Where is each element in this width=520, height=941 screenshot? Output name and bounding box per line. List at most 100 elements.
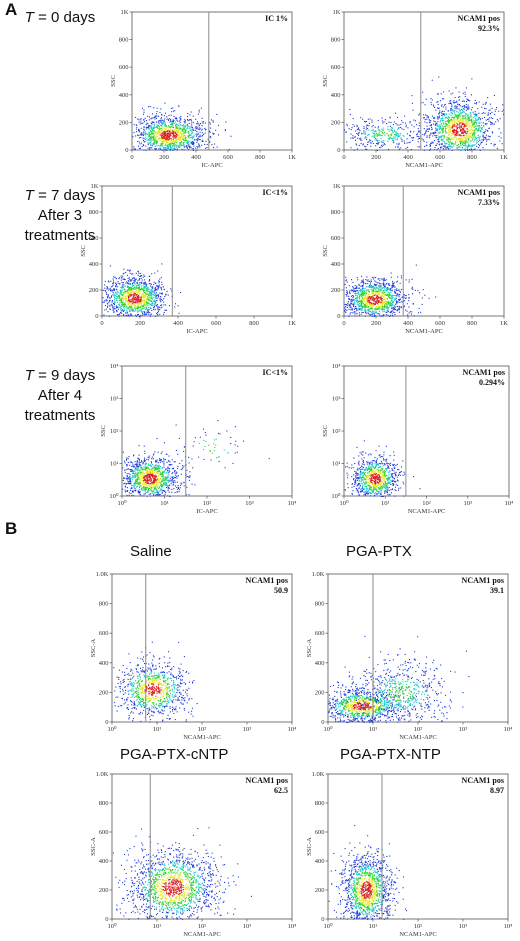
event-point bbox=[139, 315, 141, 317]
event-point bbox=[440, 118, 442, 120]
event-point bbox=[164, 133, 166, 135]
event-point bbox=[356, 144, 358, 146]
event-point bbox=[484, 137, 486, 139]
x-tick-label: 0 bbox=[342, 154, 345, 161]
event-point bbox=[353, 306, 355, 308]
event-point bbox=[167, 148, 169, 150]
event-point bbox=[129, 286, 131, 288]
event-point bbox=[138, 307, 140, 309]
event-point bbox=[473, 117, 475, 119]
event-point bbox=[429, 144, 431, 146]
event-point bbox=[114, 302, 116, 304]
event-point bbox=[157, 306, 159, 308]
event-point bbox=[461, 112, 463, 114]
event-point bbox=[366, 304, 368, 306]
event-point bbox=[488, 127, 490, 129]
gate-value: 92.3% bbox=[478, 24, 500, 33]
event-point bbox=[362, 292, 364, 294]
event-point bbox=[120, 275, 122, 277]
event-point bbox=[192, 127, 194, 129]
event-point bbox=[426, 136, 428, 138]
event-point bbox=[107, 303, 109, 305]
event-point bbox=[428, 128, 430, 130]
event-point bbox=[153, 133, 155, 135]
event-point bbox=[162, 121, 164, 123]
event-point bbox=[179, 139, 181, 141]
event-point bbox=[182, 124, 184, 126]
event-point bbox=[357, 302, 359, 304]
event-point bbox=[362, 312, 364, 314]
event-point bbox=[166, 140, 168, 142]
event-point bbox=[169, 133, 171, 135]
y-tick-label: 1K bbox=[333, 183, 341, 190]
event-point bbox=[349, 293, 351, 295]
event-point bbox=[383, 289, 385, 291]
event-point bbox=[462, 117, 464, 119]
event-point bbox=[143, 118, 145, 120]
event-point bbox=[167, 294, 169, 296]
event-point bbox=[175, 135, 177, 137]
event-point bbox=[464, 113, 466, 115]
event-point bbox=[368, 122, 370, 124]
event-point bbox=[152, 291, 154, 293]
event-point bbox=[448, 148, 450, 150]
event-point bbox=[132, 136, 134, 138]
event-point bbox=[474, 128, 476, 130]
event-point bbox=[209, 131, 211, 133]
event-point bbox=[447, 121, 449, 123]
event-point bbox=[381, 303, 383, 305]
event-point bbox=[218, 134, 220, 136]
event-point bbox=[408, 297, 410, 299]
event-point bbox=[150, 138, 152, 140]
event-point bbox=[379, 290, 381, 292]
event-point bbox=[150, 118, 152, 120]
event-point bbox=[490, 143, 492, 145]
event-point bbox=[372, 131, 374, 133]
event-point bbox=[452, 116, 454, 118]
event-point bbox=[383, 121, 385, 123]
event-point bbox=[116, 306, 118, 308]
event-point bbox=[449, 103, 451, 105]
event-point bbox=[461, 108, 463, 110]
event-point bbox=[495, 121, 497, 123]
event-point bbox=[207, 138, 209, 140]
event-point bbox=[386, 295, 388, 297]
event-point bbox=[173, 132, 175, 134]
event-point bbox=[399, 290, 401, 292]
event-point bbox=[360, 282, 362, 284]
event-point bbox=[366, 124, 368, 126]
event-point bbox=[204, 132, 206, 134]
event-point bbox=[468, 138, 470, 140]
event-point bbox=[184, 140, 186, 142]
event-point bbox=[208, 131, 210, 133]
event-point bbox=[381, 132, 383, 134]
event-point bbox=[117, 295, 119, 297]
event-point bbox=[403, 305, 405, 307]
event-point bbox=[465, 109, 467, 111]
event-point bbox=[440, 123, 442, 125]
event-point bbox=[462, 92, 464, 94]
event-point bbox=[352, 124, 354, 126]
event-point bbox=[469, 126, 471, 128]
event-point bbox=[361, 294, 363, 296]
event-point bbox=[457, 134, 459, 136]
event-point bbox=[145, 293, 147, 295]
event-point bbox=[389, 304, 391, 306]
event-point bbox=[162, 122, 164, 124]
event-point bbox=[157, 120, 159, 122]
event-point bbox=[204, 129, 206, 131]
event-point bbox=[151, 127, 153, 129]
event-point bbox=[358, 301, 360, 303]
event-point bbox=[385, 283, 387, 285]
event-point bbox=[396, 300, 398, 302]
event-point bbox=[110, 286, 112, 288]
event-point bbox=[452, 113, 454, 115]
event-point bbox=[395, 298, 397, 300]
event-point bbox=[462, 130, 464, 132]
event-point bbox=[349, 304, 351, 306]
event-point bbox=[149, 139, 151, 141]
event-point bbox=[466, 123, 468, 125]
event-point bbox=[464, 148, 466, 150]
event-point bbox=[359, 305, 361, 307]
event-point bbox=[494, 113, 496, 115]
